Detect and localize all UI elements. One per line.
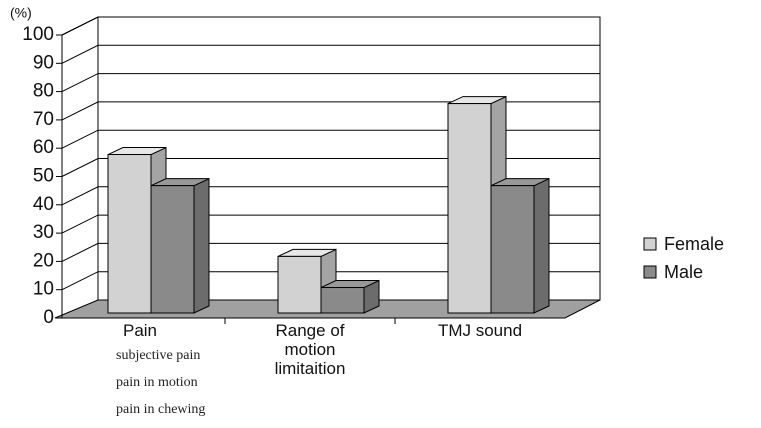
- y-tick-label: 90: [33, 52, 54, 73]
- grid-line: [61, 242, 600, 262]
- grid-line: [61, 73, 600, 93]
- bar: [490, 177, 550, 314]
- x-tick-label: TMJ sound: [437, 321, 523, 340]
- bar-front: [277, 255, 322, 314]
- y-tick-label: 100: [22, 24, 54, 45]
- y-tick-label: 40: [33, 194, 54, 215]
- bar: [150, 177, 210, 314]
- legend-label: Male: [664, 262, 703, 282]
- y-tick-label: 80: [33, 81, 54, 102]
- bar: [320, 279, 380, 314]
- bar-front: [490, 185, 535, 314]
- category-note: pain in motion: [116, 375, 198, 390]
- grid-line: [61, 214, 600, 234]
- bar-side: [193, 177, 210, 314]
- grid-line: [61, 101, 600, 121]
- grid-line: [61, 271, 600, 291]
- y-unit-label: (%): [10, 5, 32, 21]
- x-tick-label: Pain: [122, 321, 158, 340]
- y-tick-label: 10: [33, 279, 54, 300]
- grid-line: [61, 186, 600, 206]
- legend-swatch: [643, 265, 657, 279]
- bar-front: [150, 185, 195, 314]
- bar-side: [533, 177, 550, 314]
- grid-line: [61, 44, 600, 64]
- y-tick-label: 0: [43, 307, 54, 328]
- y-tick-label: 20: [33, 250, 54, 271]
- legend-swatch: [643, 237, 657, 251]
- bar-front: [447, 103, 492, 314]
- x-tick-label: Range of motion limitaition: [274, 321, 346, 378]
- grid-line: [61, 158, 600, 177]
- grid-line: [61, 16, 600, 36]
- y-tick-label: 60: [33, 137, 54, 158]
- bar-front: [107, 154, 152, 314]
- category-note: pain in chewing: [116, 402, 206, 417]
- y-tick-label: 30: [33, 222, 54, 243]
- category-note: subjective pain: [116, 348, 201, 363]
- legend-label: Female: [664, 234, 724, 254]
- grid-line: [61, 129, 600, 149]
- bar-front: [320, 287, 365, 314]
- y-tick-label: 70: [33, 109, 54, 130]
- y-tick-label: 50: [33, 166, 54, 187]
